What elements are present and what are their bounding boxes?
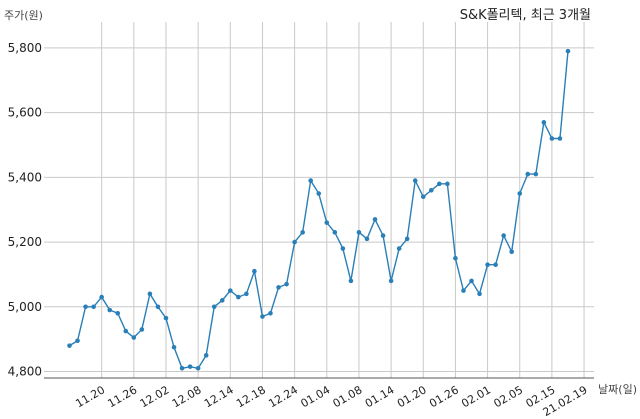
y-tick-label: 5,800 xyxy=(8,41,42,55)
data-point xyxy=(284,281,289,287)
data-point xyxy=(372,217,378,222)
x-tick-label: 01.26 xyxy=(427,383,461,410)
data-point xyxy=(509,249,514,255)
data-point xyxy=(517,191,523,196)
data-point xyxy=(292,239,297,245)
data-point xyxy=(396,246,402,251)
data-point xyxy=(83,304,88,310)
data-point xyxy=(67,343,72,348)
data-point xyxy=(445,181,450,187)
data-point xyxy=(99,294,104,300)
y-tick-label: 4,800 xyxy=(8,365,42,379)
data-point xyxy=(171,344,177,350)
data-point xyxy=(404,236,410,242)
price-line xyxy=(69,51,569,370)
data-point xyxy=(276,285,281,290)
data-point xyxy=(155,304,161,310)
data-point xyxy=(485,262,490,268)
data-point xyxy=(477,291,482,297)
data-point xyxy=(123,328,129,334)
data-point xyxy=(549,136,555,141)
data-point xyxy=(236,294,241,300)
chart-title: S&K폴리텍, 최근 3개월 xyxy=(460,8,591,23)
data-point xyxy=(195,365,201,371)
data-point xyxy=(380,233,386,238)
y-tick-labels: 4,800 5,000 5,200 5,400 5,600 5,800 xyxy=(8,41,42,379)
data-point xyxy=(501,233,506,238)
y-tick-label: 5,200 xyxy=(8,235,42,249)
x-tick-label: 12.18 xyxy=(234,383,268,410)
data-point xyxy=(107,307,112,313)
data-point xyxy=(115,310,121,316)
data-point xyxy=(429,187,434,193)
x-tick-label: 11.20 xyxy=(73,383,107,410)
data-point xyxy=(252,268,257,274)
data-point xyxy=(139,327,145,332)
data-point xyxy=(91,304,96,310)
data-point xyxy=(228,288,233,293)
data-point xyxy=(260,314,265,319)
price-points xyxy=(67,48,571,371)
x-tick-labels: 11.2011.2612.0212.0812.1412.1812.2401.04… xyxy=(73,383,589,419)
data-point xyxy=(388,278,394,284)
data-point xyxy=(412,178,418,183)
data-point xyxy=(75,338,80,344)
data-point xyxy=(469,278,474,284)
data-point xyxy=(211,304,217,310)
data-point xyxy=(324,220,330,225)
data-point xyxy=(179,365,185,371)
y-axis-label: 주가(원) xyxy=(4,9,43,22)
y-tick-label: 5,000 xyxy=(8,300,42,314)
vertical-gridlines xyxy=(101,22,585,378)
x-tick-label: 01.14 xyxy=(363,383,397,410)
data-point xyxy=(340,246,346,251)
data-point xyxy=(420,194,426,200)
data-point xyxy=(541,120,547,125)
data-point xyxy=(453,255,458,261)
x-tick-label: 01.08 xyxy=(331,383,365,410)
x-tick-label: 02.01 xyxy=(459,383,493,410)
data-point xyxy=(147,291,153,297)
data-point xyxy=(332,230,338,235)
x-tick-label: 12.24 xyxy=(266,383,300,410)
data-point xyxy=(163,315,169,321)
data-point xyxy=(557,136,563,141)
data-point xyxy=(308,178,314,183)
y-tick-label: 5,400 xyxy=(8,170,42,184)
x-tick-label: 01.20 xyxy=(395,383,429,410)
data-point xyxy=(356,230,362,235)
data-point xyxy=(565,48,571,54)
data-point xyxy=(300,230,305,235)
data-point xyxy=(461,288,466,293)
data-point xyxy=(493,262,498,268)
x-tick-label: 11.26 xyxy=(106,383,140,410)
data-point xyxy=(203,353,209,358)
x-tick-label: 02.05 xyxy=(491,383,525,410)
y-tick-label: 5,600 xyxy=(8,106,42,120)
data-point xyxy=(364,236,370,242)
data-point xyxy=(437,181,442,187)
x-tick-label: 12.08 xyxy=(170,383,204,410)
horizontal-gridlines xyxy=(44,47,594,373)
x-axis-label: 날짜(일) xyxy=(598,382,637,396)
x-tick-label: 01.04 xyxy=(299,383,333,410)
data-point xyxy=(268,310,273,316)
data-point xyxy=(316,191,322,196)
data-point xyxy=(219,298,225,303)
data-point xyxy=(533,171,539,177)
data-point xyxy=(131,335,137,340)
data-point xyxy=(244,291,249,297)
data-point xyxy=(525,171,531,177)
data-point xyxy=(187,364,193,369)
data-point xyxy=(348,278,354,284)
x-tick-label: 12.02 xyxy=(138,383,172,410)
x-tick-label: 12.14 xyxy=(202,383,236,410)
